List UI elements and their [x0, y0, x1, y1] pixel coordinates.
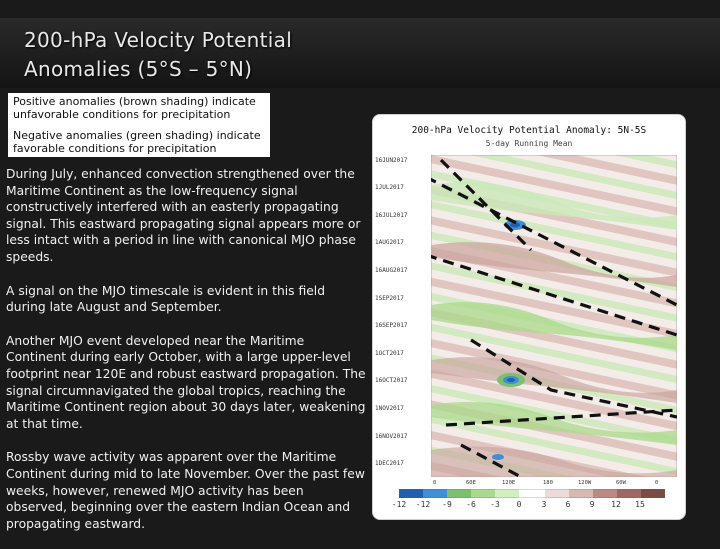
paragraph-july: During July, enhanced convection strengt… [6, 167, 361, 264]
title-band [0, 18, 720, 88]
lon-label: 120E [502, 480, 516, 486]
colorbar-swatch [545, 489, 569, 498]
colorbar-swatch [519, 489, 545, 498]
negative-band [431, 182, 677, 230]
colorbar-swatch [399, 489, 423, 498]
date-label: 16JUL2017 [375, 212, 408, 219]
title-line-2: Anomalies (5°S – 5°N) [24, 57, 253, 81]
body-text: During July, enhanced convection strengt… [6, 166, 366, 549]
negative-band [431, 401, 677, 445]
colorbar-swatch [471, 489, 495, 498]
colorbar-swatch [641, 489, 665, 498]
legend-negative-text: Negative anomalies (green shading) indic… [13, 129, 261, 155]
paragraph-august: A signal on the MJO timescale is evident… [6, 283, 326, 315]
negative-band [431, 302, 677, 350]
colorbar-label: 6 [565, 500, 571, 509]
propagation-lines [431, 158, 677, 477]
colorbar-label: -6 [466, 500, 476, 509]
paragraph-november: Rossby wave activity was apparent over t… [6, 450, 365, 531]
mjo-track-line [445, 408, 677, 427]
slide-title: 200-hPa Velocity Potential Anomalies (5°… [24, 26, 292, 84]
lon-label: 120W [578, 480, 592, 486]
colorbar-swatch [423, 489, 447, 498]
positive-band [431, 242, 677, 287]
date-label: 16NOV2017 [375, 433, 408, 440]
legend-positive-text: Positive anomalies (brown shading) indic… [13, 95, 256, 121]
figure-subtitle: 5-day Running Mean [485, 139, 573, 148]
negative-core [492, 454, 504, 460]
date-label: 16OCT2017 [375, 377, 408, 384]
colorbar-label: -12 [391, 500, 407, 509]
date-label: 1OCT2017 [375, 350, 404, 357]
mjo-track-line [460, 443, 522, 477]
date-label: 16JUN2017 [375, 157, 408, 164]
date-label: 1JUL2017 [375, 184, 404, 191]
colorbar-label: 9 [589, 500, 595, 509]
date-label: 1DEC2017 [375, 460, 404, 467]
colorbar-label: -9 [442, 500, 452, 509]
colorbar-swatch [447, 489, 471, 498]
mjo-track-line [431, 177, 677, 307]
negative-core [507, 378, 515, 382]
colorbar [399, 489, 665, 498]
figure-title: 200-hPa Velocity Potential Anomaly: 5N-5… [411, 125, 647, 136]
date-label: 16AUG2017 [375, 267, 408, 274]
hovmoller-figure: 200-hPa Velocity Potential Anomaly: 5N-5… [372, 114, 686, 520]
colorbar-label: -12 [415, 500, 431, 509]
colorbar-swatch [593, 489, 617, 498]
lon-label: 60W [616, 480, 626, 486]
colorbar-swatch [495, 489, 519, 498]
colorbar-swatch [617, 489, 641, 498]
lon-label: 0 [433, 480, 437, 486]
title-line-1: 200-hPa Velocity Potential [24, 28, 293, 52]
legend-note-box: Positive anomalies (brown shading) indic… [8, 93, 270, 157]
colorbar-label: 3 [541, 500, 547, 509]
date-label: 1SEP2017 [375, 295, 404, 302]
mjo-track-line [439, 158, 533, 252]
colorbar-label: 0 [516, 500, 522, 509]
colorbar-swatch [569, 489, 593, 498]
colorbar-label: -3 [490, 500, 500, 509]
colorbar-label: 12 [611, 500, 621, 509]
paragraph-october: Another MJO event developed near the Mar… [6, 333, 366, 431]
mjo-track-line [431, 254, 677, 337]
hovmoller-plot [431, 155, 677, 477]
date-label: 16SEP2017 [375, 322, 408, 329]
colorbar-label: 15 [635, 500, 645, 509]
positive-band [431, 357, 677, 403]
date-label: 1AUG2017 [375, 239, 404, 246]
lon-label: 60E [466, 480, 476, 486]
date-label: 1NOV2017 [375, 405, 404, 412]
lon-label: 0 [655, 480, 659, 486]
negative-core [510, 222, 520, 228]
lon-label: 180 [543, 480, 553, 486]
positive-band [431, 446, 677, 477]
mjo-track-line [470, 338, 677, 419]
